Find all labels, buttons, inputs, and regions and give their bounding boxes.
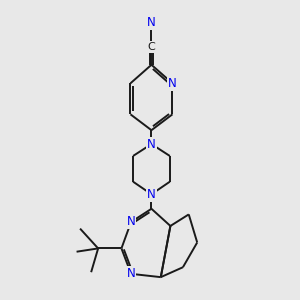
Text: C: C xyxy=(148,42,155,52)
Text: N: N xyxy=(168,77,177,90)
Text: N: N xyxy=(127,267,135,280)
Text: N: N xyxy=(147,16,156,29)
Text: N: N xyxy=(147,138,156,151)
Text: N: N xyxy=(127,215,135,229)
Text: N: N xyxy=(147,188,156,201)
